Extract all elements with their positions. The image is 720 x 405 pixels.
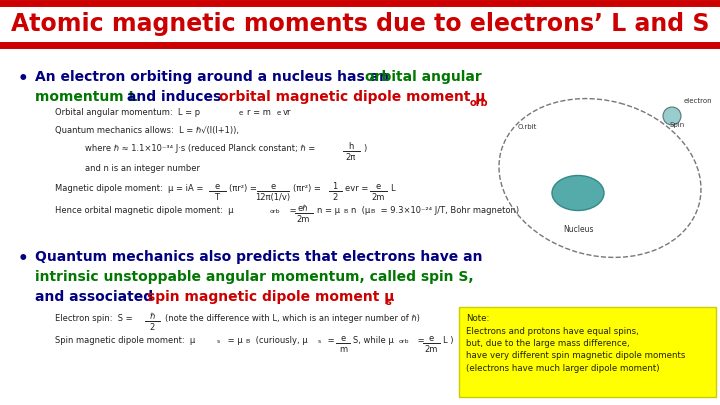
Text: O.rbit: O.rbit <box>518 124 537 130</box>
Text: (πr²) =: (πr²) = <box>293 184 321 193</box>
Text: =: = <box>415 336 425 345</box>
Text: orb: orb <box>270 209 281 214</box>
Ellipse shape <box>552 175 604 211</box>
Text: intrinsic unstoppable angular momentum, called spin S,: intrinsic unstoppable angular momentum, … <box>35 270 474 284</box>
Text: (πr²) =: (πr²) = <box>229 184 257 193</box>
FancyBboxPatch shape <box>459 307 716 397</box>
Text: Hence orbital magnetic dipole moment:  μ: Hence orbital magnetic dipole moment: μ <box>55 206 233 215</box>
Text: L: L <box>390 184 395 193</box>
Text: evr =: evr = <box>345 184 369 193</box>
Text: e: e <box>428 334 433 343</box>
Text: •: • <box>18 250 29 268</box>
Text: 2π: 2π <box>346 153 356 162</box>
Text: s: s <box>217 339 220 344</box>
Text: e: e <box>341 334 346 343</box>
Text: 2m: 2m <box>424 345 438 354</box>
Text: Note:
Electrons and protons have equal spins,
but, due to the large mass differe: Note: Electrons and protons have equal s… <box>466 314 685 373</box>
Text: e: e <box>215 182 220 191</box>
Text: r = m: r = m <box>247 108 271 117</box>
Text: Spin: Spin <box>670 122 685 128</box>
Text: S, while μ: S, while μ <box>353 336 394 345</box>
Text: Spin magnetic dipole moment:  μ: Spin magnetic dipole moment: μ <box>55 336 195 345</box>
Text: and n is an integer number: and n is an integer number <box>85 164 200 173</box>
Text: =: = <box>325 336 335 345</box>
Text: Quantum mechanics also predicts that electrons have an: Quantum mechanics also predicts that ele… <box>35 250 482 264</box>
Text: n  (μ: n (μ <box>351 206 370 215</box>
Text: = μ: = μ <box>225 336 243 345</box>
Bar <box>0 0 720 48</box>
Text: (note the difference with L, which is an integer number of ℏ): (note the difference with L, which is an… <box>165 314 420 323</box>
Text: = 9.3×10⁻²⁴ J/T, Bohr magneton): = 9.3×10⁻²⁴ J/T, Bohr magneton) <box>378 206 519 215</box>
Text: e: e <box>277 110 282 116</box>
Text: e: e <box>375 182 381 191</box>
Text: L ): L ) <box>443 336 454 345</box>
Text: s: s <box>318 339 321 344</box>
Text: e: e <box>239 110 243 116</box>
Text: 12π(1/v): 12π(1/v) <box>256 193 291 202</box>
Text: =: = <box>287 206 297 215</box>
Text: orbital magnetic dipole moment μ: orbital magnetic dipole moment μ <box>219 90 485 104</box>
Text: momentum L: momentum L <box>35 90 138 104</box>
Text: Nucleus: Nucleus <box>563 225 593 234</box>
Text: orb: orb <box>470 98 489 108</box>
Text: ℏ: ℏ <box>149 312 155 321</box>
Text: orbital angular: orbital angular <box>365 70 482 84</box>
Text: ): ) <box>363 144 366 153</box>
Text: 2: 2 <box>333 193 338 202</box>
Text: spin magnetic dipole moment μ: spin magnetic dipole moment μ <box>147 290 395 304</box>
Text: 2m: 2m <box>372 193 384 202</box>
Text: and induces: and induces <box>122 90 226 104</box>
Text: n = μ: n = μ <box>317 206 340 215</box>
Text: Magnetic dipole moment:  μ = iA =: Magnetic dipole moment: μ = iA = <box>55 184 203 193</box>
Text: Orbital angular momentum:  L = p: Orbital angular momentum: L = p <box>55 108 200 117</box>
Text: 1: 1 <box>333 182 338 191</box>
Text: e: e <box>271 182 276 191</box>
Text: and associated: and associated <box>35 290 158 304</box>
Text: where ℏ ≈ 1.1×10⁻³⁴ J·s (reduced Planck constant; ℏ =: where ℏ ≈ 1.1×10⁻³⁴ J·s (reduced Planck … <box>85 144 315 153</box>
Text: 2m: 2m <box>297 215 310 224</box>
Text: Atomic magnetic moments due to electrons’ L and S: Atomic magnetic moments due to electrons… <box>11 12 709 36</box>
Text: T: T <box>215 193 220 202</box>
Text: h: h <box>348 142 354 151</box>
Text: Electron spin:  S =: Electron spin: S = <box>55 314 132 323</box>
Text: 2: 2 <box>149 323 155 332</box>
Text: B: B <box>343 209 347 214</box>
Text: An electron orbiting around a nucleus has an: An electron orbiting around a nucleus ha… <box>35 70 394 84</box>
Circle shape <box>663 107 681 125</box>
Text: m: m <box>339 345 347 354</box>
Text: eℏ: eℏ <box>298 204 308 213</box>
Text: (curiously, μ: (curiously, μ <box>253 336 307 345</box>
Text: s: s <box>385 297 391 307</box>
Text: orb: orb <box>399 339 410 344</box>
Text: B: B <box>370 209 374 214</box>
Text: •: • <box>18 70 29 88</box>
Text: electron: electron <box>684 98 713 104</box>
Text: vr: vr <box>283 108 292 117</box>
Text: B: B <box>245 339 249 344</box>
Text: Quantum mechanics allows:  L = ℏ√(l(l+1)),: Quantum mechanics allows: L = ℏ√(l(l+1))… <box>55 126 239 135</box>
